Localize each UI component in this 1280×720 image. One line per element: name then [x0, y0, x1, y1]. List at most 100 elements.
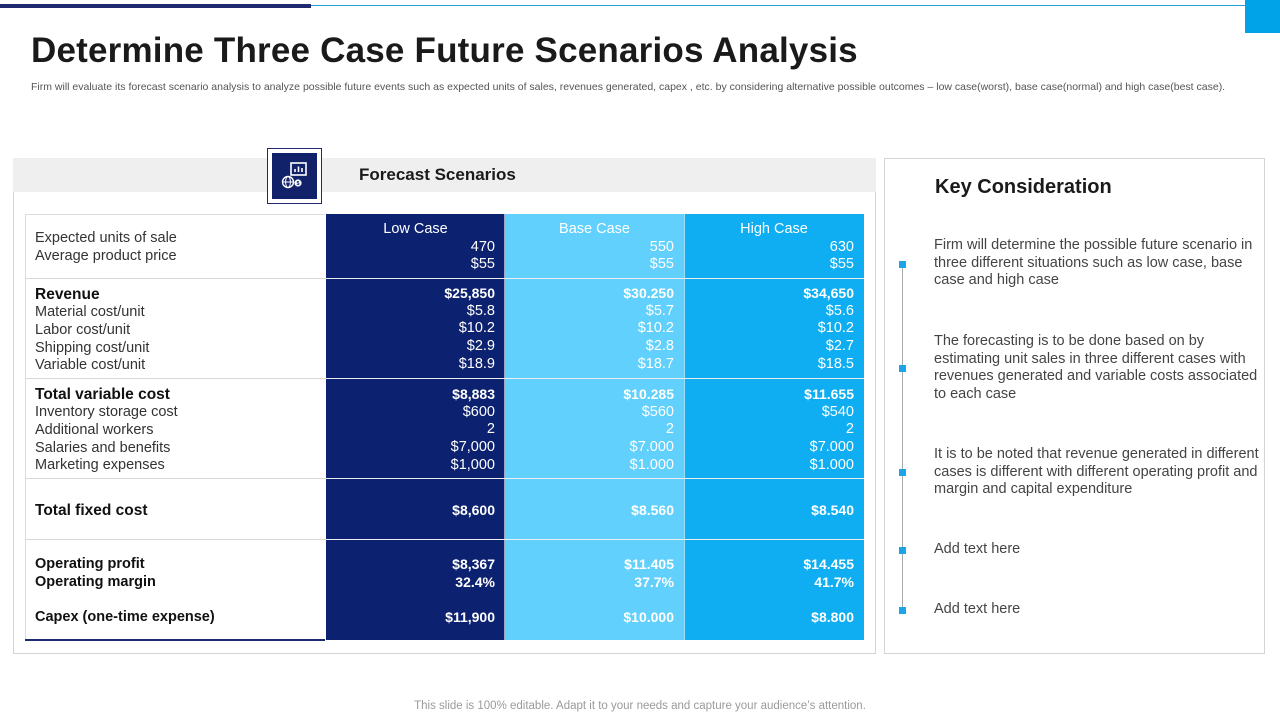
svg-text:$: $	[296, 181, 299, 187]
cell-value: $25,850	[444, 285, 495, 301]
cell-value: $1.000	[809, 457, 854, 473]
row-label: Total fixed cost	[35, 502, 148, 519]
cell-value: $18.9	[458, 356, 495, 372]
cell-value: 2	[845, 421, 854, 437]
cell-value: $2.7	[825, 338, 854, 354]
row-label: Revenue	[35, 286, 100, 303]
table-bottom-rule	[25, 639, 325, 641]
forecast-panel-title: Forecast Scenarios	[359, 165, 516, 184]
footer-note: This slide is 100% editable. Adapt it to…	[414, 700, 866, 712]
row-label: Material cost/unit	[35, 304, 145, 320]
cell-value: $55	[649, 256, 674, 272]
cell-value: $10.285	[623, 386, 674, 402]
cell-value: $1.000	[629, 457, 674, 473]
top-accent-bar	[0, 4, 311, 8]
key-consideration-title: Key Consideration	[935, 176, 1112, 198]
row-divider	[326, 278, 864, 279]
cell-value: 32.4%	[455, 574, 495, 590]
key-consideration-panel	[884, 158, 1265, 654]
column-header-high-case: High Case	[740, 221, 808, 237]
cell-value: $540	[821, 404, 854, 420]
key-consideration-item: The forecasting is to be done based on b…	[934, 333, 1258, 402]
cell-value: $5.8	[466, 303, 495, 319]
row-label: Inventory storage cost	[35, 404, 178, 420]
page-title: Determine Three Case Future Scenarios An…	[31, 31, 858, 70]
row-label: Operating margin	[35, 574, 156, 590]
timeline-bullet	[899, 365, 906, 372]
cell-value: $11.405	[624, 556, 674, 572]
chart-globe-icon: $	[272, 153, 317, 199]
cell-value: $5.7	[645, 303, 674, 319]
row-label: Operating profit	[35, 556, 145, 572]
cell-value: $1,000	[450, 457, 495, 473]
cell-value: $2.9	[466, 338, 495, 354]
row-label: Total variable cost	[35, 386, 170, 403]
cell-value: $7.000	[629, 439, 674, 455]
column-header-base-case: Base Case	[559, 221, 630, 237]
timeline-bullet	[899, 469, 906, 476]
row-label: Average product price	[35, 248, 177, 264]
corner-accent-square	[1245, 0, 1280, 33]
timeline-bullet	[899, 607, 906, 614]
row-label: Labor cost/unit	[35, 322, 131, 338]
cell-value: 2	[486, 421, 495, 437]
cell-value: $8.800	[811, 609, 854, 625]
key-consideration-item: Firm will determine the possible future …	[934, 237, 1253, 288]
cell-value: $7,000	[450, 439, 495, 455]
column-divider	[684, 214, 685, 640]
cell-value: $11.655	[804, 386, 854, 402]
cell-value: $8,600	[452, 502, 495, 518]
timeline-bullet	[899, 261, 906, 268]
row-label: Variable cost/unit	[35, 357, 146, 373]
forecast-panel-header	[13, 158, 876, 192]
row-label: Additional workers	[35, 422, 154, 438]
high-case-column	[684, 214, 864, 640]
cell-value: $5.6	[825, 303, 854, 319]
row-label: Shipping cost/unit	[35, 340, 150, 356]
cell-value: 2	[665, 421, 674, 437]
cell-value: $2.8	[645, 338, 674, 354]
cell-value: 630	[829, 239, 854, 255]
cell-value: $8,367	[452, 556, 495, 572]
column-header-low-case: Low Case	[383, 221, 448, 237]
row-divider	[326, 378, 864, 379]
cell-value: $7.000	[809, 439, 854, 455]
cell-value: 37.7%	[634, 574, 674, 590]
cell-value: 41.7%	[814, 574, 854, 590]
column-divider	[504, 214, 505, 640]
cell-value: $10.2	[458, 320, 495, 336]
timeline-bullet	[899, 547, 906, 554]
cell-value: $14.455	[803, 556, 854, 572]
cell-value: $55	[829, 256, 854, 272]
key-consideration-item: Add text here	[934, 601, 1021, 617]
row-divider	[326, 478, 864, 479]
cell-value: $11,900	[445, 609, 495, 625]
timeline-line	[902, 262, 903, 611]
cell-value: $8,883	[452, 386, 495, 402]
cell-value: $8.540	[811, 502, 854, 518]
cell-value: $55	[470, 256, 495, 272]
page-subtitle: Firm will evaluate its forecast scenario…	[31, 81, 1226, 93]
cell-value: $10.2	[637, 320, 674, 336]
low-case-column	[326, 214, 505, 640]
cell-value: 550	[649, 239, 674, 255]
cell-value: $18.5	[817, 356, 854, 372]
cell-value: $10.000	[623, 609, 674, 625]
cell-value: 470	[470, 239, 495, 255]
row-divider	[326, 539, 864, 540]
key-consideration-item: It is to be noted that revenue generated…	[934, 446, 1259, 497]
row-label: Expected units of sale	[35, 230, 177, 246]
base-case-column	[505, 214, 684, 640]
cell-value: $30.250	[623, 285, 674, 301]
top-accent-line	[311, 5, 1245, 6]
row-label: Marketing expenses	[35, 457, 165, 473]
row-label: Capex (one-time expense)	[35, 609, 215, 625]
cell-value: $10.2	[817, 320, 854, 336]
cell-value: $600	[462, 404, 495, 420]
cell-value: $18.7	[637, 356, 674, 372]
cell-value: $8.560	[631, 502, 674, 518]
cell-value: $560	[641, 404, 674, 420]
row-label: Salaries and benefits	[35, 440, 171, 456]
key-consideration-item: Add text here	[934, 541, 1021, 557]
cell-value: $34,650	[803, 285, 854, 301]
